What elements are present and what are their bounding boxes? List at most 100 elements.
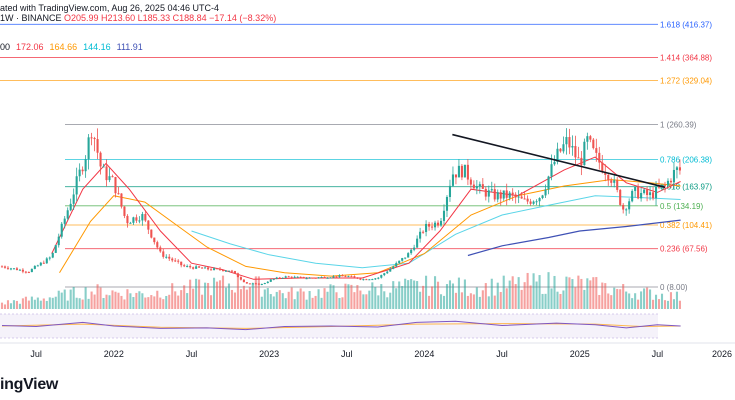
candle-body [356, 277, 359, 279]
volume-bar [18, 303, 21, 309]
candle-body [565, 137, 568, 145]
volume-bar [0, 302, 4, 309]
candle-body [675, 167, 678, 170]
volume-bar [147, 297, 150, 309]
volume-bar [631, 298, 634, 309]
volume-bar [499, 291, 502, 309]
volume-bar [622, 284, 625, 309]
volume-bar [580, 278, 583, 309]
volume-bar [168, 294, 171, 309]
candle-body [153, 237, 156, 243]
volume-bar [63, 289, 66, 309]
volume-bar [433, 276, 437, 309]
candle-body [218, 268, 222, 270]
candle-body [72, 194, 75, 204]
volume-bar [502, 275, 505, 309]
volume-bar [646, 287, 649, 309]
candle-body [242, 279, 245, 283]
fib-label-4: 0.786 (206.38) [660, 155, 712, 164]
volume-bar [9, 303, 13, 309]
volume-bar [428, 295, 431, 309]
candle-body [93, 138, 96, 140]
candle-body [598, 152, 601, 163]
volume-bar [144, 297, 147, 309]
candle-body [460, 165, 463, 178]
candle-body [463, 164, 466, 178]
volume-bar [6, 300, 10, 309]
candle-body [529, 201, 532, 204]
volume-bar [305, 299, 308, 309]
candle-body [0, 266, 4, 268]
volume-bar [39, 300, 42, 309]
x-tick-label: Jul [341, 349, 353, 359]
volume-bar [616, 288, 619, 309]
volume-bar [601, 282, 604, 309]
candle-body [589, 136, 592, 140]
x-tick-label: 2022 [104, 349, 124, 359]
volume-bar [598, 294, 601, 309]
volume-bar [592, 277, 595, 309]
candle-body [445, 196, 449, 211]
candle-body [592, 139, 595, 149]
volume-bar [475, 287, 478, 309]
volume-bar [299, 288, 302, 309]
volume-bar [666, 300, 670, 309]
volume-bar [96, 284, 99, 309]
volume-bar [174, 291, 177, 309]
candle-body [383, 273, 386, 276]
volume-bar [159, 297, 162, 309]
candle-body [248, 283, 251, 285]
candle-body [338, 275, 341, 278]
header-source: ated with TradingView.com, Aug 26, 2025 … [0, 3, 219, 13]
candle-body [365, 279, 368, 281]
candle-body [183, 265, 186, 267]
candle-body [230, 270, 234, 272]
ma200-line [467, 219, 681, 257]
volume-bar [559, 293, 562, 309]
volume-bar [242, 285, 245, 309]
volume-bar [132, 297, 135, 309]
volume-bar [541, 293, 544, 309]
candle-body [478, 184, 481, 187]
volume-bar [189, 279, 192, 309]
volume-bar [320, 297, 323, 309]
volume-bar [487, 296, 490, 309]
candle-body [329, 277, 332, 279]
candle-body [475, 186, 478, 189]
fib-label-3: 1 (260.39) [660, 121, 697, 130]
candle-body [45, 258, 48, 264]
volume-bar [353, 292, 356, 309]
volume-bar [293, 299, 296, 309]
volume-bar [350, 284, 353, 309]
volume-bar [553, 275, 556, 309]
candle-body [386, 271, 389, 274]
volume-bar [15, 300, 18, 309]
volume-bar [227, 283, 231, 309]
volume-bar [469, 293, 472, 309]
candle-body [281, 277, 284, 279]
candle-body [3, 266, 7, 268]
candle-body [21, 269, 24, 272]
candle-body [159, 247, 162, 252]
volume-bar [36, 297, 39, 309]
volume-bar [538, 275, 541, 309]
candle-body [374, 278, 377, 280]
candle-body [195, 266, 198, 269]
candle-body [84, 159, 87, 172]
volume-bar [547, 272, 550, 309]
volume-bar [395, 288, 398, 309]
candle-body [224, 270, 228, 272]
x-tick-label: 2025 [570, 349, 590, 359]
volume-bar [341, 297, 344, 309]
candle-body [517, 196, 520, 198]
candle-body [469, 179, 472, 185]
candle-body [147, 220, 150, 230]
candle-body [111, 176, 114, 178]
volume-bar [24, 296, 27, 309]
candle-body [574, 146, 577, 158]
ma100-line [191, 195, 681, 269]
volume-bar [613, 287, 616, 309]
volume-bar [398, 281, 401, 309]
x-tick-label: Jul [30, 349, 42, 359]
